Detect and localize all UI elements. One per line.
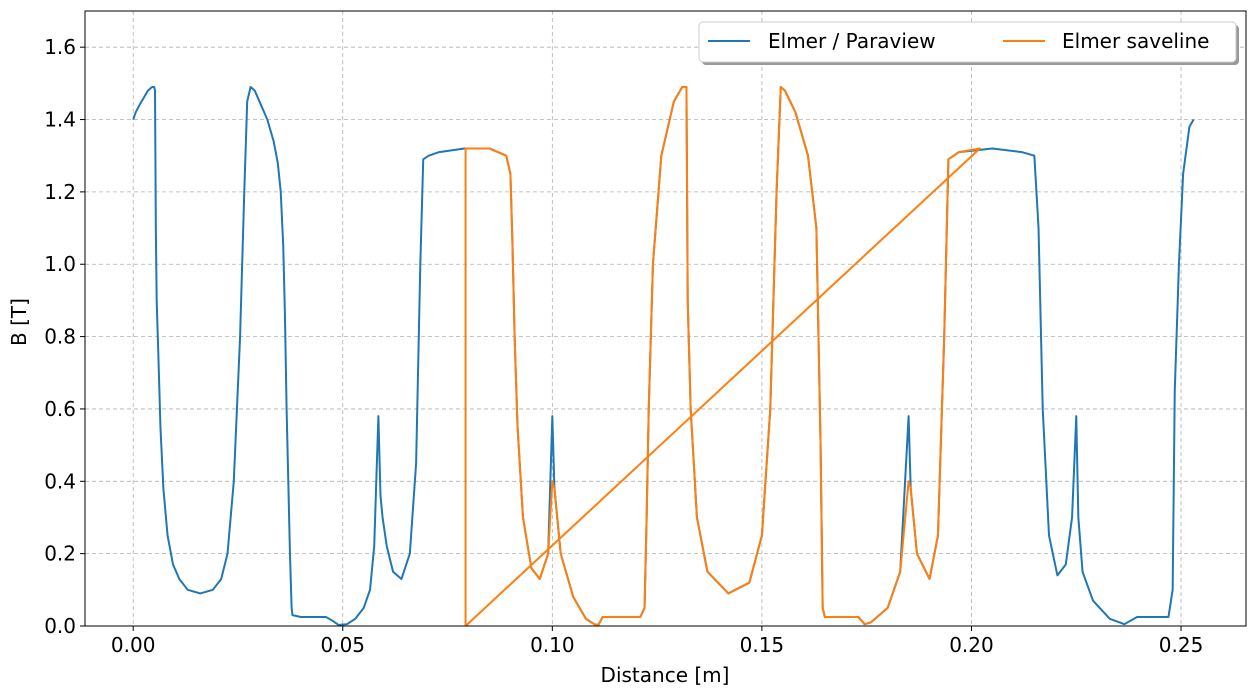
y-axis: 0.0 0.2 0.4 0.6 0.8 1.0 1.2 1.4 1.6 — [44, 35, 85, 638]
x-tick-label: 0.15 — [740, 633, 785, 657]
plot-frame — [84, 10, 1247, 627]
legend-label-saveline: Elmer saveline — [1062, 29, 1209, 53]
x-axis: 0.00 0.05 0.10 0.15 0.20 0.25 — [111, 626, 1203, 657]
x-tick-label: 0.20 — [949, 633, 994, 657]
series-line-elmer-saveline — [464, 85, 981, 627]
legend: Elmer / Paraview Elmer saveline — [698, 21, 1239, 65]
x-tick-label: 0.25 — [1159, 633, 1204, 657]
x-axis-title: Distance [m] — [601, 663, 730, 687]
y-axis-title: B [T] — [7, 298, 31, 346]
grid — [85, 11, 1246, 627]
y-tick-label: 0.4 — [44, 469, 76, 493]
legend-label-paraview: Elmer / Paraview — [768, 29, 936, 53]
series-line-elmer-paraview — [132, 85, 1195, 626]
legend-box — [698, 21, 1237, 63]
series-layer — [132, 85, 1195, 627]
y-tick-label: 0.0 — [44, 614, 76, 638]
y-tick-label: 0.2 — [44, 542, 76, 566]
x-tick-label: 0.05 — [321, 633, 366, 657]
x-tick-label: 0.00 — [111, 633, 156, 657]
y-tick-label: 1.4 — [44, 108, 76, 132]
y-tick-label: 1.2 — [44, 180, 76, 204]
y-tick-label: 1.6 — [44, 35, 76, 59]
y-tick-label: 0.8 — [44, 325, 76, 349]
y-tick-label: 0.6 — [44, 397, 76, 421]
x-tick-label: 0.10 — [530, 633, 575, 657]
y-tick-label: 1.0 — [44, 252, 76, 276]
